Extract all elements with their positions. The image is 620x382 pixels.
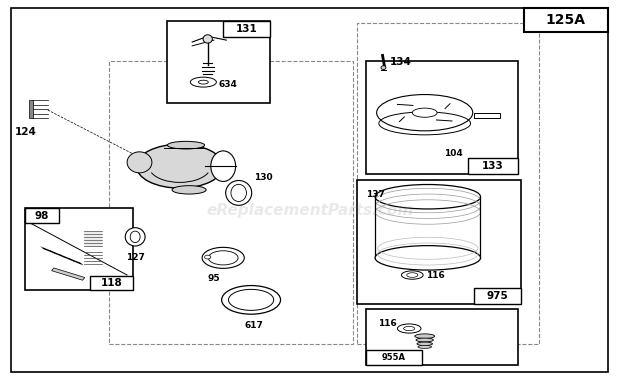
- Circle shape: [205, 255, 211, 259]
- Text: 118: 118: [100, 278, 123, 288]
- Text: 95: 95: [208, 274, 220, 283]
- Text: 98: 98: [35, 211, 49, 221]
- Text: 125A: 125A: [546, 13, 586, 27]
- Ellipse shape: [198, 80, 208, 84]
- Bar: [474, 113, 500, 118]
- Bar: [108, 61, 353, 344]
- Bar: [29, 100, 33, 118]
- Text: 634: 634: [219, 79, 237, 89]
- Ellipse shape: [127, 152, 152, 173]
- FancyArrow shape: [51, 268, 85, 280]
- Bar: [25, 208, 59, 223]
- Ellipse shape: [130, 231, 140, 243]
- Ellipse shape: [381, 66, 386, 70]
- Ellipse shape: [401, 271, 423, 279]
- Ellipse shape: [226, 181, 252, 205]
- Ellipse shape: [208, 251, 238, 265]
- Bar: [167, 21, 270, 103]
- Bar: [223, 21, 270, 37]
- Ellipse shape: [229, 290, 274, 310]
- Ellipse shape: [231, 184, 247, 202]
- Ellipse shape: [190, 77, 216, 87]
- Bar: [90, 276, 133, 290]
- Bar: [366, 309, 518, 365]
- Bar: [524, 8, 608, 32]
- Bar: [366, 350, 422, 365]
- Ellipse shape: [407, 273, 418, 277]
- Text: 130: 130: [254, 173, 273, 182]
- Bar: [356, 180, 521, 304]
- Text: 133: 133: [482, 161, 504, 171]
- Text: 134: 134: [390, 57, 412, 67]
- Text: 975: 975: [487, 291, 508, 301]
- Bar: [356, 23, 539, 344]
- Ellipse shape: [412, 108, 437, 117]
- Ellipse shape: [375, 185, 480, 209]
- Ellipse shape: [172, 186, 206, 194]
- Ellipse shape: [203, 35, 212, 43]
- Text: 116: 116: [426, 270, 445, 280]
- Bar: [474, 288, 521, 304]
- Ellipse shape: [125, 228, 145, 246]
- Ellipse shape: [415, 334, 435, 338]
- Bar: [366, 61, 518, 174]
- Text: 124: 124: [15, 127, 37, 137]
- Ellipse shape: [418, 345, 432, 348]
- Text: 131: 131: [236, 24, 257, 34]
- Ellipse shape: [375, 246, 480, 270]
- Ellipse shape: [404, 326, 415, 330]
- Ellipse shape: [222, 286, 280, 314]
- Ellipse shape: [202, 248, 244, 268]
- Bar: [25, 208, 133, 290]
- Text: 955A: 955A: [382, 353, 405, 362]
- Ellipse shape: [397, 324, 421, 333]
- Text: 104: 104: [445, 149, 463, 159]
- Ellipse shape: [416, 338, 433, 342]
- Ellipse shape: [167, 141, 205, 149]
- Text: 116: 116: [378, 319, 397, 329]
- Text: 617: 617: [245, 321, 264, 330]
- Text: 127: 127: [126, 253, 144, 262]
- Text: eReplacementParts.com: eReplacementParts.com: [206, 202, 414, 218]
- Text: 137: 137: [366, 190, 384, 199]
- Ellipse shape: [211, 151, 236, 181]
- Bar: [468, 158, 518, 174]
- Ellipse shape: [136, 144, 223, 188]
- Ellipse shape: [417, 342, 433, 345]
